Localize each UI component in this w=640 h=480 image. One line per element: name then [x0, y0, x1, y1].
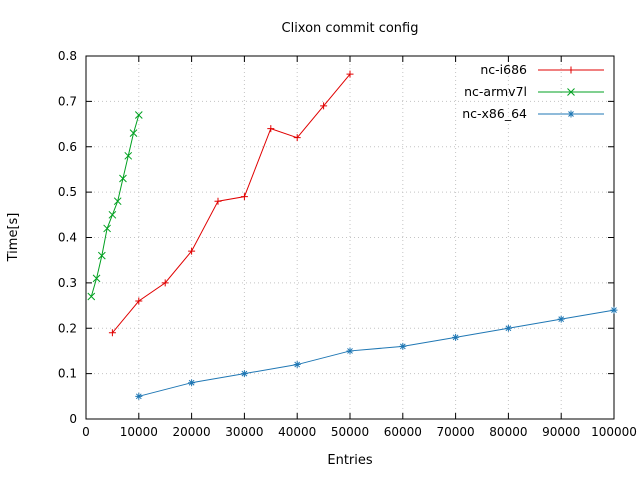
cross-marker-icon — [124, 151, 133, 160]
plus-marker-icon — [267, 125, 275, 133]
cross-marker-icon — [108, 210, 117, 219]
series-line — [138, 309, 615, 397]
asterisk-marker-icon — [504, 324, 512, 332]
legend-label: nc-x86_64 — [462, 106, 527, 121]
plus-marker-icon — [346, 70, 354, 78]
y-tick-label: 0.6 — [58, 140, 77, 154]
y-tick-label: 0.8 — [58, 49, 77, 63]
y-tick-label: 0.1 — [58, 367, 77, 381]
cross-marker-icon — [113, 197, 122, 206]
x-tick-label: 50000 — [331, 425, 369, 439]
y-tick-label: 0.3 — [58, 276, 77, 290]
y-tick-label: 0.7 — [58, 94, 77, 108]
y-tick-label: 0.4 — [58, 231, 77, 245]
asterisk-marker-icon — [188, 379, 196, 387]
x-tick-label: 90000 — [542, 425, 580, 439]
plus-marker-icon — [161, 279, 169, 287]
plus-marker-icon — [567, 66, 575, 74]
y-tick-label: 0 — [69, 412, 77, 426]
legend-item-nc-i686: nc-i686 — [480, 62, 604, 77]
x-tick-label: 10000 — [120, 425, 158, 439]
chart-title: Clixon commit config — [282, 21, 419, 36]
asterisk-marker-icon — [452, 333, 460, 341]
x-tick-label: 100000 — [591, 425, 637, 439]
legend-label: nc-armv7l — [464, 84, 527, 99]
series-nc-i686 — [108, 70, 354, 337]
cross-marker-icon — [103, 224, 111, 233]
series-line — [112, 73, 351, 334]
legend-item-nc-x86_64: nc-x86_64 — [462, 106, 604, 121]
tick-labels: 0 10000 20000 30000 40000 50000 60000 70000 8000… — [58, 49, 637, 439]
asterisk-marker-icon — [557, 315, 565, 323]
series-nc-x86_64 — [135, 306, 618, 400]
cross-marker-icon — [92, 274, 101, 283]
plus-marker-icon — [108, 329, 116, 337]
x-tick-label: 60000 — [384, 425, 422, 439]
series-line — [90, 114, 140, 297]
asterisk-marker-icon — [567, 110, 575, 118]
x-tick-label: 80000 — [489, 425, 527, 439]
x-tick-label: 20000 — [173, 425, 211, 439]
x-tick-label: 30000 — [225, 425, 263, 439]
cross-marker-icon — [87, 292, 96, 301]
x-tick-label: 0 — [82, 425, 90, 439]
plus-marker-icon — [214, 197, 222, 205]
asterisk-marker-icon — [240, 370, 248, 378]
cross-marker-icon — [567, 88, 575, 96]
y-tick-label: 0.5 — [58, 185, 77, 199]
x-tick-label: 70000 — [437, 425, 475, 439]
asterisk-marker-icon — [610, 306, 618, 314]
plus-marker-icon — [188, 247, 196, 255]
plus-marker-icon — [240, 193, 248, 201]
series-nc-armv7l — [87, 111, 143, 301]
asterisk-marker-icon — [399, 342, 407, 350]
plus-marker-icon — [293, 134, 301, 142]
data-series — [87, 70, 618, 400]
asterisk-marker-icon — [293, 361, 301, 369]
cross-marker-icon — [134, 111, 143, 119]
x-tick-label: 40000 — [278, 425, 316, 439]
axis-ticks — [85, 55, 615, 420]
plus-marker-icon — [320, 102, 328, 110]
legend: nc-i686 nc-armv7l nc-x86_64 — [462, 62, 604, 121]
legend-item-nc-armv7l: nc-armv7l — [464, 84, 604, 99]
asterisk-marker-icon — [135, 392, 143, 400]
asterisk-marker-icon — [346, 347, 354, 355]
legend-label: nc-i686 — [480, 62, 527, 77]
cross-marker-icon — [97, 251, 106, 260]
grid — [85, 55, 615, 420]
y-axis-label: Time[s] — [6, 213, 21, 263]
cross-marker-icon — [119, 174, 127, 183]
x-axis-label: Entries — [327, 453, 373, 468]
plus-marker-icon — [135, 297, 143, 305]
cross-marker-icon — [129, 129, 138, 137]
y-tick-label: 0.2 — [58, 321, 77, 335]
